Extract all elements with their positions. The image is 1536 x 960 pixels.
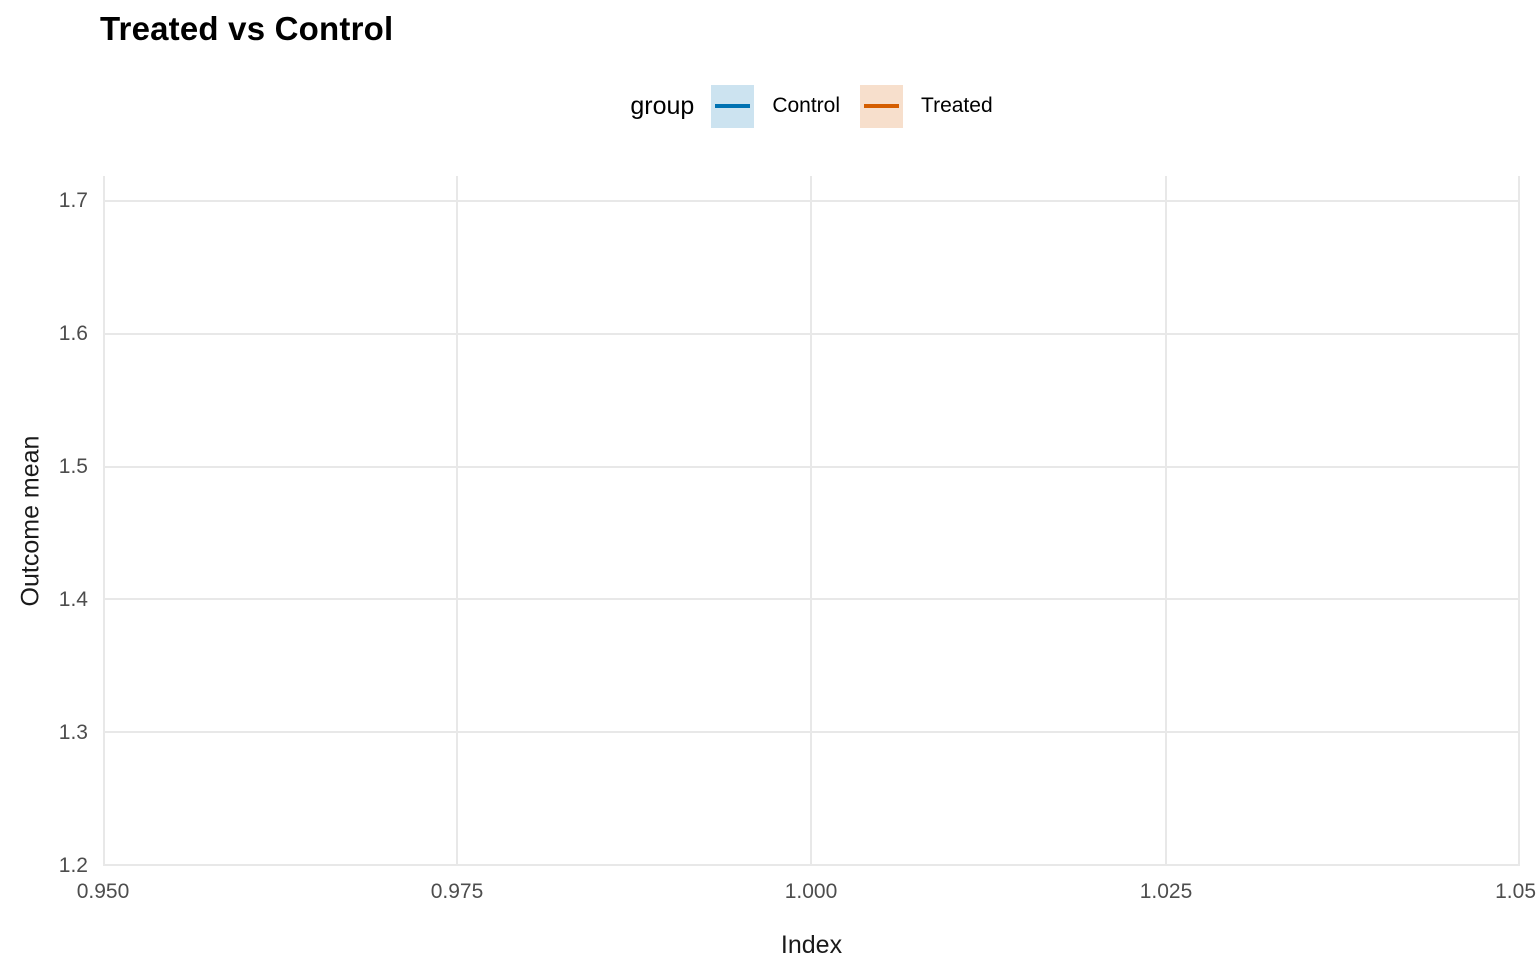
control-legend-key-icon — [711, 84, 755, 128]
x-tick-label: 1.000 — [784, 880, 838, 903]
y-tick-label: 1.7 — [58, 189, 88, 212]
treated-line-swatch — [864, 104, 900, 108]
grid-line-x-1.025 — [1165, 176, 1167, 866]
y-tick-label: 1.2 — [58, 854, 88, 877]
legend-title: group — [630, 91, 695, 120]
control-line-swatch — [715, 104, 751, 108]
grid-line-x-0.950 — [103, 176, 105, 866]
legend-item-control: Control — [711, 84, 841, 128]
x-axis-title: Index — [780, 931, 843, 959]
treated-legend-key-icon — [860, 84, 904, 128]
y-axis-title: Outcome mean — [16, 435, 45, 607]
y-tick-label: 1.5 — [58, 455, 88, 478]
x-tick-label: 1.05 — [1495, 880, 1536, 903]
x-tick-label: 1.025 — [1139, 880, 1193, 903]
legend-label-treated: Treated — [921, 94, 993, 117]
x-tick-label: 0.950 — [76, 880, 130, 903]
y-tick-label: 1.6 — [58, 322, 88, 345]
legend: group Control Treated — [103, 82, 1520, 130]
grid-line-x-1.000 — [810, 176, 812, 866]
y-tick-label: 1.4 — [58, 588, 88, 611]
grid-line-x-1.050 — [1518, 176, 1520, 866]
grid-line-x-0.975 — [456, 176, 458, 866]
y-tick-label: 1.3 — [58, 721, 88, 744]
legend-item-treated: Treated — [860, 84, 993, 128]
chart-title: Treated vs Control — [100, 10, 394, 47]
legend-label-control: Control — [772, 94, 841, 117]
x-tick-label: 0.975 — [430, 880, 484, 903]
plot-panel — [103, 176, 1520, 866]
